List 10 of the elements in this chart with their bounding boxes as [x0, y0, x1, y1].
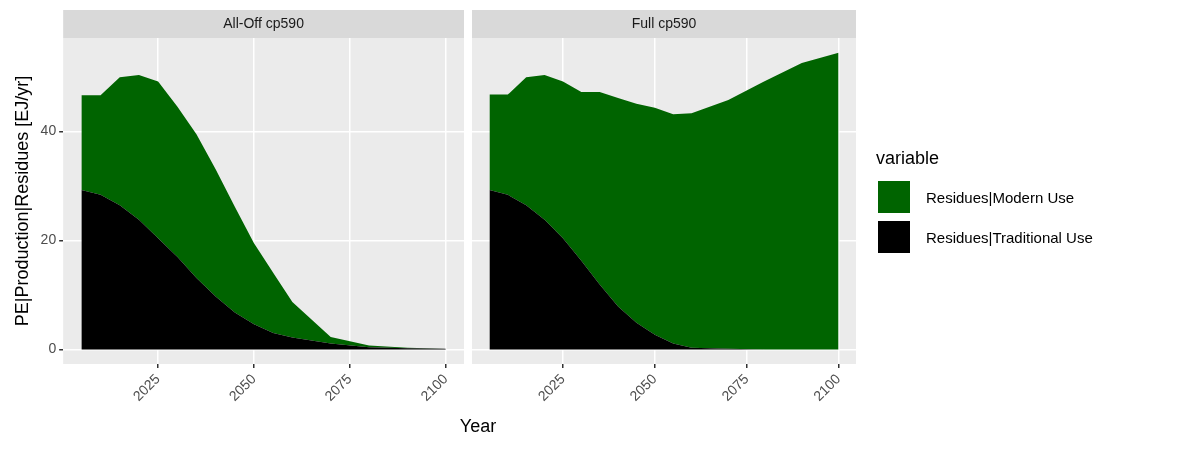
- legend-label: Residues|Traditional Use: [926, 228, 1093, 246]
- y-tick-label: 40: [40, 122, 57, 139]
- x-axis-title: Year: [458, 416, 498, 437]
- chart-title: All-Off cp590: [223, 14, 305, 31]
- legend-title: variable: [876, 148, 941, 169]
- chart-title: Full cp590: [631, 14, 697, 31]
- y-axis-title: PE|Production|Residues [EJ/yr]: [11, 75, 32, 327]
- y-tick-label: 0: [48, 340, 57, 357]
- legend-label: Residues|Modern Use: [926, 188, 1075, 206]
- y-tick-label: 20: [40, 231, 57, 248]
